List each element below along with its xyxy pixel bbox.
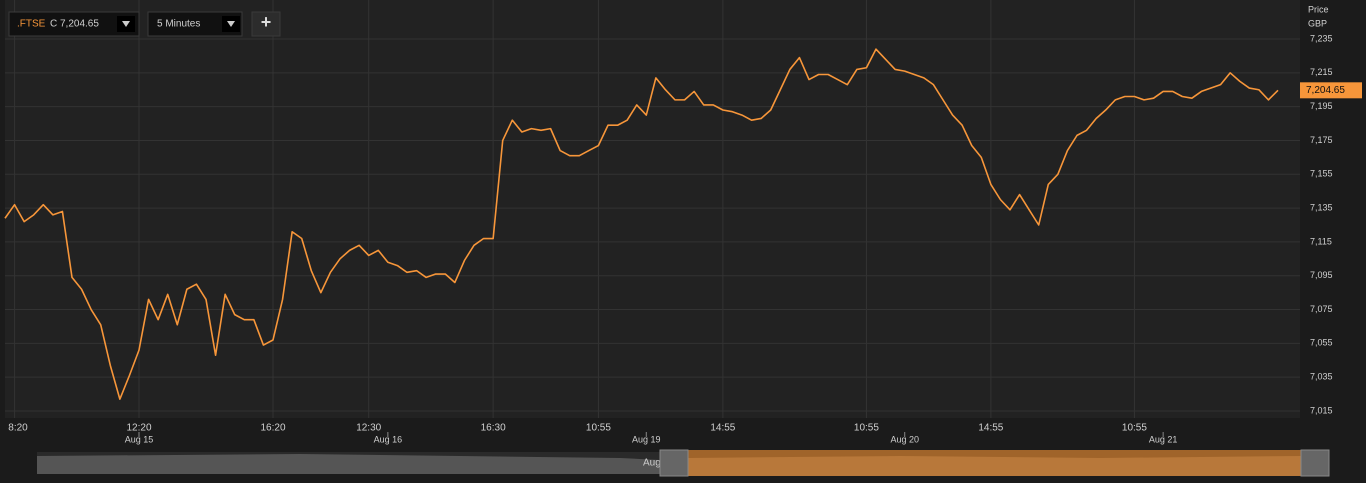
- navigator-label: Aug 19: [643, 458, 675, 469]
- y-axis-label: Price: [1308, 4, 1329, 14]
- y-tick-label: 7,095: [1310, 270, 1333, 280]
- add-icon: +: [261, 12, 272, 32]
- dropdown-arrow: [227, 21, 235, 27]
- price-line: [4, 48, 1279, 400]
- add-button[interactable]: [251, 11, 281, 37]
- x-tick-label: 12:20: [126, 423, 151, 434]
- x-tick-label: 10:55: [854, 423, 879, 434]
- y-tick-label: 7,195: [1310, 101, 1333, 111]
- plot-area: [5, 0, 1300, 418]
- x-tick-label: 14:55: [978, 423, 1003, 434]
- last-price-label: 7,204.65: [1306, 85, 1345, 96]
- navigator-handle[interactable]: [659, 449, 689, 477]
- y-tick-label: 7,175: [1310, 135, 1333, 145]
- x-tick-label: 10:55: [586, 423, 611, 434]
- navigator-handle[interactable]: [1300, 449, 1330, 477]
- y-tick-label: 7,215: [1310, 67, 1333, 77]
- y-tick-label: 7,015: [1310, 405, 1333, 415]
- y-tick-label: 7,135: [1310, 202, 1333, 212]
- x-tick-label: 16:20: [260, 423, 285, 434]
- x-tick-label: 8:20: [8, 423, 28, 434]
- x-tick-label: 12:30: [356, 423, 381, 434]
- y-tick-label: 7,235: [1310, 33, 1333, 43]
- last-price-box: [1300, 82, 1362, 99]
- interval: 5 Minutes: [157, 19, 200, 30]
- symbol: .FTSE: [17, 19, 46, 30]
- y-axis-label: GBP: [1308, 18, 1327, 28]
- navigator-overview: [688, 456, 1301, 476]
- x-tick-label: 16:30: [481, 423, 506, 434]
- date-label: Aug 21: [1149, 434, 1178, 444]
- close-prefix: C: [50, 19, 57, 30]
- y-tick-label: 7,115: [1310, 236, 1332, 246]
- x-tick-label: 10:55: [1122, 423, 1147, 434]
- y-tick-label: 7,055: [1310, 338, 1333, 348]
- date-label: Aug 19: [632, 434, 661, 444]
- dropdown-arrow: [122, 21, 130, 27]
- y-tick-label: 7,155: [1310, 169, 1333, 179]
- close-value: 7,204.65: [60, 19, 99, 30]
- y-tick-label: 7,035: [1310, 372, 1333, 382]
- x-tick-label: 14:55: [710, 423, 735, 434]
- date-label: Aug 15: [125, 434, 154, 444]
- date-label: Aug 16: [374, 434, 403, 444]
- date-label: Aug 20: [890, 434, 919, 444]
- navigator-overview: [37, 454, 660, 474]
- y-tick-label: 7,075: [1310, 304, 1333, 314]
